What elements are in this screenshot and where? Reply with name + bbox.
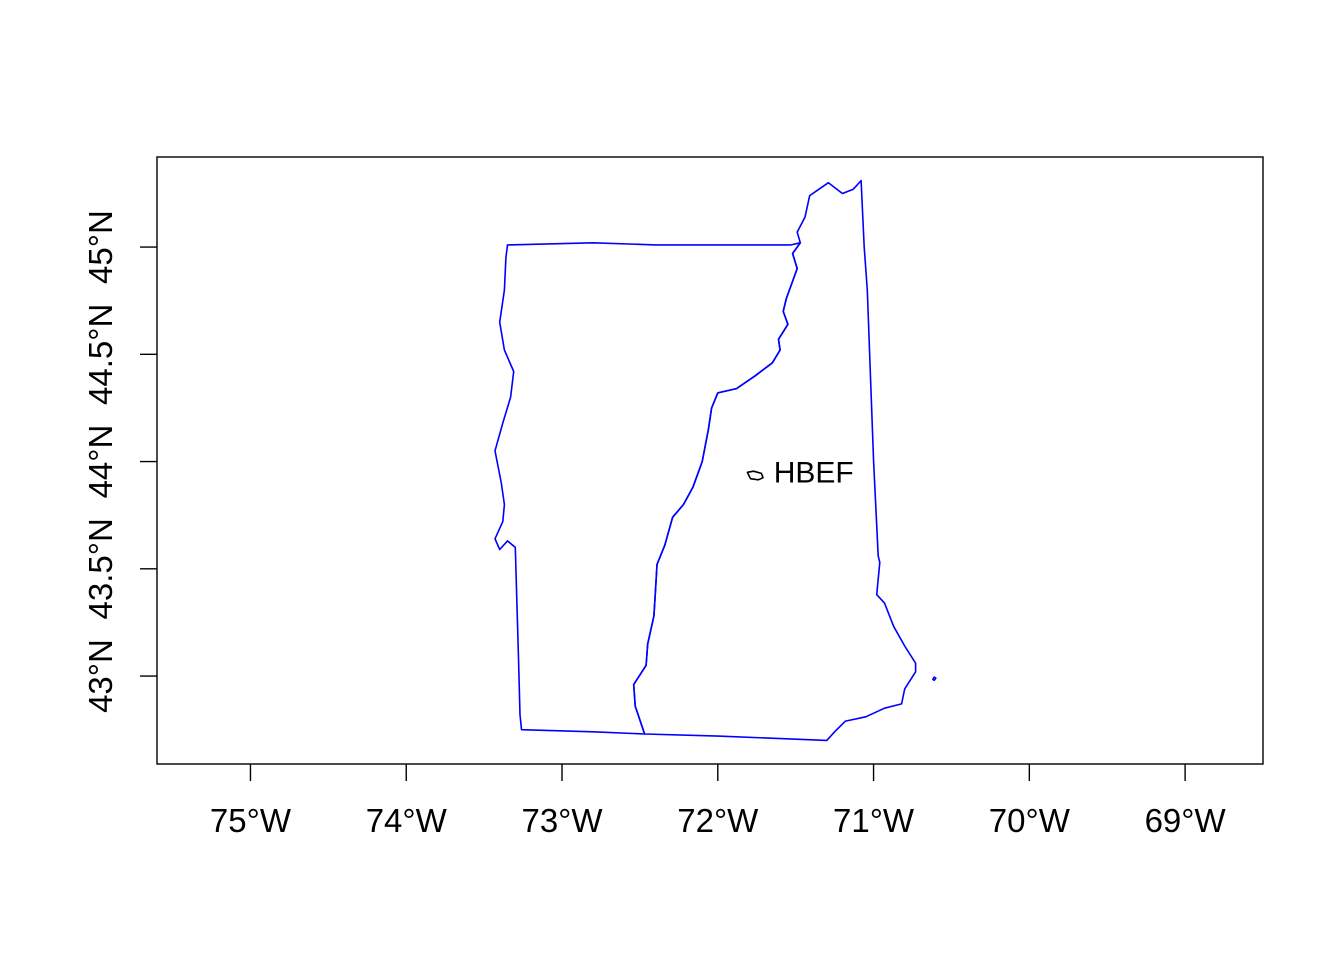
x-tick-label: 71°W — [833, 802, 915, 839]
state-boundaries — [494, 179, 937, 742]
y-tick-label: 44°N — [82, 425, 119, 499]
y-tick-label: 43°N — [82, 639, 119, 713]
state-outline-vermont — [494, 242, 802, 735]
site-label: HBEF — [774, 456, 854, 489]
y-tick-label: 45°N — [82, 210, 119, 284]
x-tick-label: 75°W — [210, 802, 292, 839]
y-axis: 43°N 43.5°N 44°N 44.5°N 45°N — [82, 210, 157, 713]
x-tick-label: 72°W — [677, 802, 759, 839]
x-tick-label: 70°W — [989, 802, 1071, 839]
y-tick-label: 44.5°N — [82, 304, 119, 405]
hbef-site: HBEF — [746, 456, 854, 489]
x-axis: 75°W 74°W 73°W 72°W 71°W 70°W 69°W — [210, 764, 1227, 839]
site-boundary — [746, 470, 764, 481]
state-outline-isles-of-shoals — [932, 676, 937, 682]
x-tick-label: 69°W — [1145, 802, 1227, 839]
x-tick-label: 73°W — [521, 802, 603, 839]
plot-frame — [156, 156, 1264, 765]
x-tick-label: 74°W — [366, 802, 448, 839]
y-tick-label: 43.5°N — [82, 518, 119, 619]
state-outline-new-hampshire — [632, 179, 917, 742]
